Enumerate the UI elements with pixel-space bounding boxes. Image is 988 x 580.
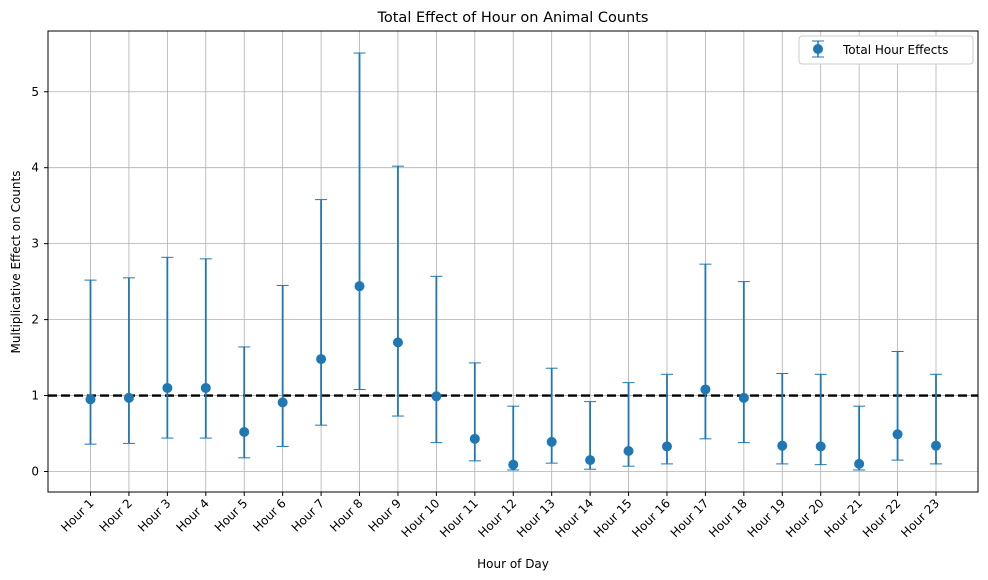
x-tick-label: Hour 2 (97, 496, 135, 534)
x-axis-label: Hour of Day (477, 557, 549, 571)
x-tick-label: Hour 11 (437, 496, 481, 540)
data-point (316, 354, 327, 365)
x-tick-label: Hour 4 (173, 496, 211, 534)
x-tick-label: Hour 16 (629, 496, 673, 540)
x-tick-label: Hour 22 (860, 496, 904, 540)
data-point (239, 427, 250, 438)
y-tick-label: 0 (31, 464, 39, 478)
x-tick-label: Hour 8 (327, 496, 365, 534)
data-point (700, 384, 711, 395)
data-point (661, 441, 672, 452)
data-point (123, 392, 134, 403)
x-tick-label: Hour 3 (135, 496, 173, 534)
data-point (469, 433, 480, 444)
legend-marker (813, 44, 823, 54)
y-tick-label: 4 (31, 161, 39, 175)
x-tick-label: Hour 21 (821, 496, 865, 540)
data-point (162, 382, 173, 393)
data-point (854, 458, 865, 469)
x-tick-label: Hour 18 (706, 496, 750, 540)
x-tick-label: Hour 19 (745, 496, 789, 540)
x-tick-label: Hour 5 (212, 496, 250, 534)
x-tick-label: Hour 7 (289, 496, 327, 534)
data-point (892, 429, 903, 440)
chart-title: Total Effect of Hour on Animal Counts (376, 10, 648, 26)
x-tick-label: Hour 1 (58, 496, 96, 534)
data-point (585, 455, 596, 466)
x-tick-label: Hour 23 (898, 496, 942, 540)
x-tick-label: Hour 14 (552, 496, 596, 540)
y-axis: 0 1 2 3 4 5 (31, 85, 48, 478)
data-point (931, 440, 941, 451)
y-tick-label: 5 (31, 85, 39, 99)
data-point (738, 392, 749, 403)
x-tick-label: Hour 17 (668, 496, 712, 540)
data-marks (84, 52, 942, 471)
data-point (815, 441, 826, 452)
x-tick-label: Hour 12 (476, 496, 520, 540)
x-tick-label: Hour 20 (783, 496, 827, 540)
legend-box (798, 35, 974, 65)
y-tick-label: 3 (31, 237, 39, 251)
x-tick-label: Hour 6 (250, 496, 288, 534)
data-point (200, 382, 211, 393)
data-point (777, 440, 788, 451)
y-tick-label: 2 (31, 313, 39, 327)
data-point (431, 391, 442, 402)
y-tick-label: 1 (31, 389, 39, 403)
x-axis: Hour 1 Hour 2 Hour 3 Hour 4 Hour 5 Hour 6 Hour… (58, 492, 942, 540)
x-tick-label: Hour 10 (399, 496, 443, 540)
y-axis-label: Multiplicative Effect on Counts (9, 171, 23, 354)
data-point (546, 436, 557, 447)
data-point (277, 397, 288, 408)
data-point (508, 459, 519, 470)
x-tick-label: Hour 15 (591, 496, 635, 540)
x-tick-label: Hour 9 (366, 496, 404, 534)
data-point (354, 281, 365, 292)
legend: Total Hour Effects (798, 35, 974, 65)
data-point (623, 445, 634, 456)
data-point (392, 337, 403, 348)
legend-label: Total Hour Effects (842, 43, 948, 57)
x-tick-label: Hour 13 (514, 496, 558, 540)
data-point (85, 394, 96, 405)
